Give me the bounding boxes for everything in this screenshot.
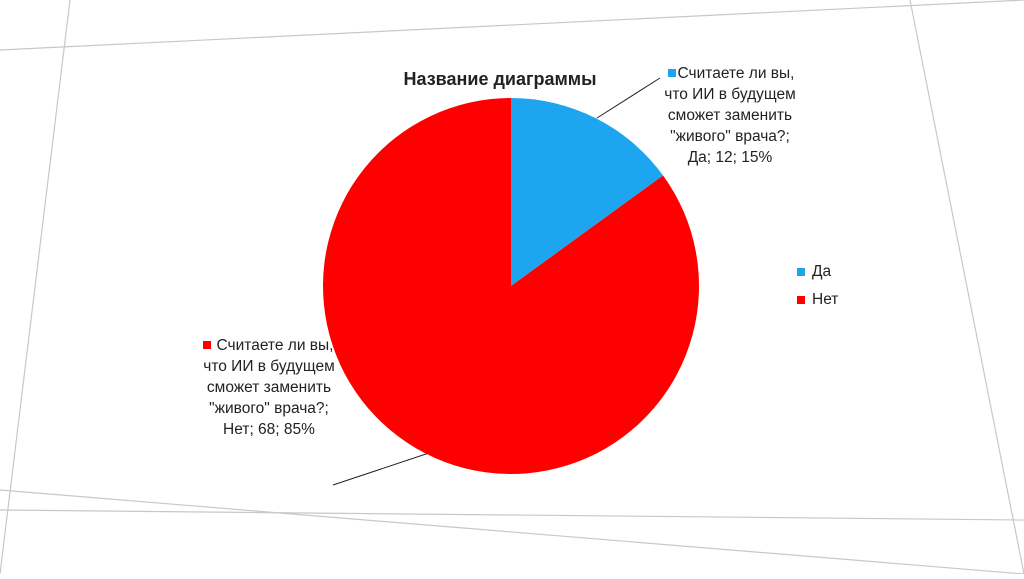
pie-slice xyxy=(511,98,664,286)
pie-slice xyxy=(322,98,699,475)
chart-title: Название диаграммы xyxy=(404,69,597,89)
data-label: Считаете ли вы, что ИИ в будущем сможет … xyxy=(664,65,796,166)
legend-swatch xyxy=(797,296,805,304)
data-label-swatch xyxy=(203,341,211,349)
leader-line xyxy=(332,451,433,486)
leader-line xyxy=(596,77,661,119)
legend-label: Нет xyxy=(812,291,838,308)
data-label-box: Считаете ли вы, что ИИ в будущем сможет … xyxy=(664,65,796,166)
legend-label: Да xyxy=(812,263,831,280)
legend-swatch xyxy=(797,268,805,276)
data-label: Считаете ли вы, что ИИ в будущем сможет … xyxy=(203,337,335,438)
data-label-box: Считаете ли вы, что ИИ в будущем сможет … xyxy=(203,337,335,438)
data-label-swatch xyxy=(668,69,676,77)
